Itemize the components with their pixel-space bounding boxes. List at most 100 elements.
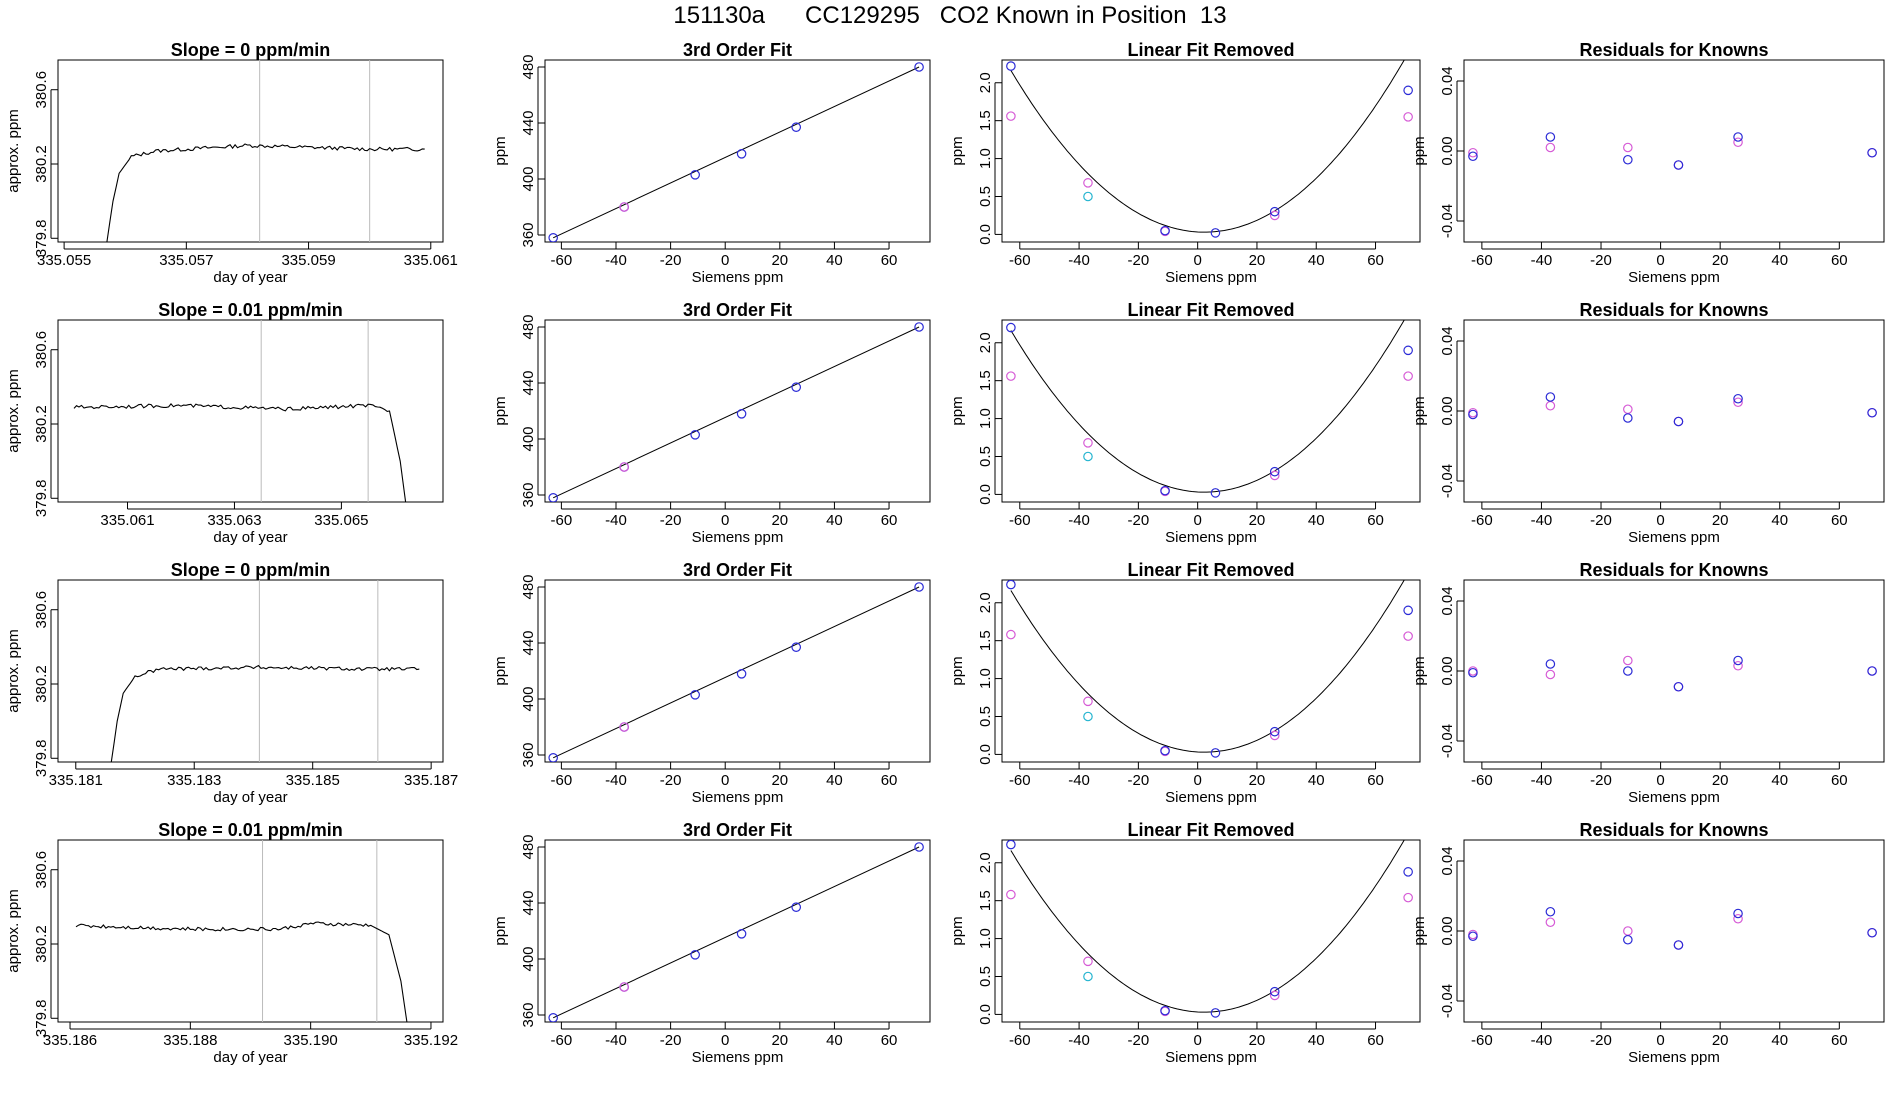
x-tick-label: -40 bbox=[1068, 252, 1090, 269]
data-point-blue bbox=[1673, 160, 1684, 170]
data-point-blue bbox=[1623, 666, 1633, 676]
x-tick-label: 335.188 bbox=[163, 1032, 217, 1049]
data-point-blue bbox=[1733, 393, 1743, 404]
x-tick-label: -40 bbox=[1531, 252, 1553, 269]
panel-r1-resid: Residuals for Knowns -60 -40 -20 0 20 40 60 Siem… bbox=[1411, 40, 1885, 286]
data-point-blue bbox=[1545, 659, 1556, 669]
y-tick-label: 0.04 bbox=[1439, 326, 1456, 355]
data-point-magenta bbox=[1083, 438, 1093, 448]
data-point-magenta bbox=[1623, 404, 1633, 415]
panel-r4-linear: Linear Fit Removed -60 -40 -20 0 20 40 60 Siemen… bbox=[949, 820, 1421, 1066]
x-tick-label: 40 bbox=[1308, 1032, 1325, 1049]
x-axis-label: day of year bbox=[213, 529, 287, 546]
x-tick-label: 20 bbox=[1712, 252, 1729, 269]
data-point-blue bbox=[1160, 745, 1170, 756]
x-tick-label: 60 bbox=[881, 1032, 898, 1049]
y-tick-label: 0.5 bbox=[977, 706, 994, 727]
plot-area bbox=[1468, 392, 1877, 427]
data-point-blue bbox=[1867, 147, 1877, 158]
x-tick-label: -20 bbox=[1128, 772, 1150, 789]
data-point-blue bbox=[1403, 867, 1413, 877]
x-tick-label: 20 bbox=[1249, 772, 1266, 789]
plot-area bbox=[110, 580, 420, 762]
x-tick-label: 335.190 bbox=[284, 1032, 338, 1049]
data-point-blue bbox=[1545, 392, 1556, 402]
panel-title: Slope = 0.01 ppm/min bbox=[158, 820, 343, 840]
x-tick-label: -60 bbox=[1009, 1032, 1031, 1049]
y-tick-label: 2.0 bbox=[977, 852, 994, 873]
data-point bbox=[548, 1013, 558, 1022]
y-tick-label: 2.0 bbox=[977, 332, 994, 353]
x-tick-label: -40 bbox=[605, 252, 627, 269]
data-point bbox=[690, 170, 700, 180]
panel-r2-fit: 3rd Order Fit -60 -40 -20 0 20 40 60 Siemens ppm… bbox=[492, 300, 931, 546]
x-tick-label: -60 bbox=[1009, 512, 1031, 529]
data-point-magenta bbox=[1623, 926, 1633, 936]
data-point-blue bbox=[1006, 61, 1016, 71]
data-point bbox=[736, 668, 747, 679]
plot-area bbox=[73, 320, 407, 502]
x-tick-label: 335.061 bbox=[100, 512, 154, 529]
x-tick-label: -20 bbox=[660, 1032, 682, 1049]
x-tick-label: 20 bbox=[1712, 512, 1729, 529]
data-point-magenta bbox=[1269, 730, 1280, 741]
x-tick-label: -40 bbox=[1531, 1032, 1553, 1049]
y-axis-label: approx. ppm bbox=[5, 629, 22, 712]
x-axis-label: Siemens ppm bbox=[692, 529, 784, 546]
data-point-blue bbox=[1006, 322, 1016, 333]
x-tick-label: 20 bbox=[1712, 1032, 1729, 1049]
x-tick-label: 0 bbox=[721, 252, 729, 269]
y-axis-label: ppm bbox=[949, 136, 966, 165]
data-point-magenta bbox=[1269, 210, 1280, 221]
data-point-blue bbox=[1160, 1005, 1170, 1016]
plot-frame bbox=[1001, 839, 1421, 1023]
panel-title: Residuals for Knowns bbox=[1579, 820, 1768, 840]
y-axis-label: ppm bbox=[492, 136, 509, 165]
y-axis-label: ppm bbox=[492, 916, 509, 945]
y-tick-label: 400 bbox=[520, 166, 537, 191]
data-point-magenta bbox=[1468, 147, 1478, 158]
trace-line bbox=[106, 143, 425, 242]
x-tick-label: 60 bbox=[1831, 252, 1848, 269]
y-tick-label: 0.00 bbox=[1439, 396, 1456, 425]
plot-area bbox=[1006, 840, 1413, 1018]
x-tick-label: 335.186 bbox=[43, 1032, 97, 1049]
panel-r3-trace: Slope = 0 ppm/min 335.181 335.183 335.185 33… bbox=[5, 560, 458, 806]
data-point-blue bbox=[1006, 840, 1016, 850]
x-tick-label: -20 bbox=[660, 512, 682, 529]
panel-r1-fit: 3rd Order Fit -60 -40 -20 0 20 40 60 Siemens ppm… bbox=[492, 40, 931, 286]
y-tick-label: 400 bbox=[520, 426, 537, 451]
x-tick-label: 40 bbox=[826, 252, 843, 269]
x-tick-label: 40 bbox=[1308, 512, 1325, 529]
y-axis-label: ppm bbox=[949, 396, 966, 425]
data-point-cyan bbox=[1083, 711, 1093, 722]
y-tick-label: 380.6 bbox=[33, 591, 50, 629]
x-tick-label: 60 bbox=[1367, 1032, 1384, 1049]
y-tick-label: 1.0 bbox=[977, 148, 994, 169]
data-point-magenta bbox=[1623, 142, 1633, 153]
x-tick-label: -60 bbox=[551, 772, 573, 789]
panel-r2-trace: Slope = 0.01 ppm/min 335.061 335.063 335.06… bbox=[5, 300, 444, 546]
panel-r4-resid: Residuals for Knowns -60 -40 -20 0 20 40 60 Siem… bbox=[1411, 820, 1885, 1066]
y-tick-label: 380.6 bbox=[33, 331, 50, 369]
data-point-magenta bbox=[1403, 631, 1413, 641]
data-point bbox=[791, 122, 802, 132]
data-point-blue bbox=[1733, 655, 1743, 666]
data-point-magenta bbox=[1403, 112, 1413, 122]
plot-area bbox=[75, 840, 408, 1022]
x-axis-label: Siemens ppm bbox=[1165, 1049, 1257, 1066]
x-axis-label: Siemens ppm bbox=[1628, 789, 1720, 806]
plot-area bbox=[548, 62, 924, 242]
plot-frame bbox=[1463, 579, 1885, 763]
data-point-blue bbox=[1673, 416, 1684, 427]
plot-area bbox=[1468, 655, 1877, 692]
x-tick-label: 0 bbox=[721, 1032, 729, 1049]
panel-title: 3rd Order Fit bbox=[683, 300, 792, 320]
data-point-blue bbox=[1623, 413, 1633, 423]
plot-frame bbox=[544, 579, 931, 763]
data-point-blue bbox=[1623, 934, 1633, 945]
data-point-blue bbox=[1867, 666, 1877, 676]
x-tick-label: 60 bbox=[1367, 252, 1384, 269]
x-tick-label: 335.192 bbox=[404, 1032, 458, 1049]
data-point-blue bbox=[1867, 927, 1877, 938]
